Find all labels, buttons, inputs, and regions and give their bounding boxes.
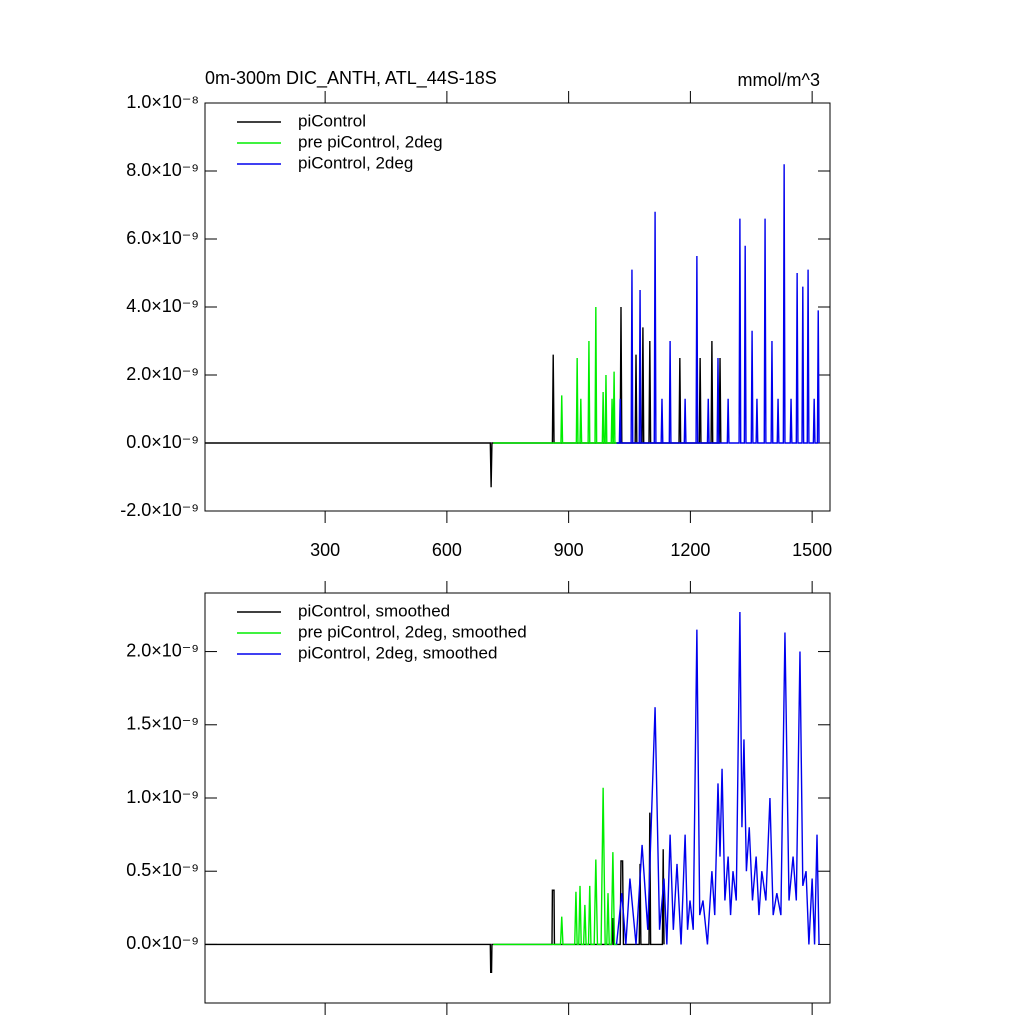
series-line <box>205 812 665 973</box>
y-tick-label: 8.0×10⁻⁹ <box>126 160 199 180</box>
y-tick-label: 2.0×10⁻⁹ <box>126 640 199 660</box>
y-tick-label: 2.0×10⁻⁹ <box>126 364 199 384</box>
legend-label: pre piControl, 2deg, smoothed <box>298 622 527 641</box>
legend-label: pre piControl, 2deg <box>298 132 443 151</box>
x-tick-label: 300 <box>310 540 340 560</box>
y-tick-label: 0.5×10⁻⁹ <box>126 860 199 880</box>
legend-label: piControl, smoothed <box>298 601 450 620</box>
y-tick-label: 1.0×10⁻⁸ <box>126 92 199 112</box>
y-tick-label: 6.0×10⁻⁹ <box>126 228 199 248</box>
y-tick-label: 1.0×10⁻⁹ <box>126 787 199 807</box>
series-line <box>205 306 722 488</box>
series-line <box>616 164 820 444</box>
legend-label: piControl <box>298 111 366 130</box>
y-tick-label: -2.0×10⁻⁹ <box>120 500 199 520</box>
chart-title: 0m-300m DIC_ANTH, ATL_44S-18S <box>205 68 497 89</box>
x-tick-label: 1500 <box>792 540 832 560</box>
legend-label: piControl, 2deg, smoothed <box>298 643 497 662</box>
x-tick-label: 1200 <box>670 540 710 560</box>
x-tick-label: 900 <box>554 540 584 560</box>
legend-label: piControl, 2deg <box>298 153 413 172</box>
y-tick-label: 0.0×10⁻⁹ <box>126 432 199 452</box>
series-line <box>615 612 820 945</box>
y-tick-label: 0.0×10⁻⁹ <box>126 933 199 953</box>
series-line <box>493 306 618 444</box>
series-line <box>493 787 618 946</box>
y-tick-label: 1.5×10⁻⁹ <box>126 714 199 734</box>
units-label: mmol/m^3 <box>738 70 820 90</box>
y-tick-label: 4.0×10⁻⁹ <box>126 296 199 316</box>
x-tick-label: 600 <box>432 540 462 560</box>
